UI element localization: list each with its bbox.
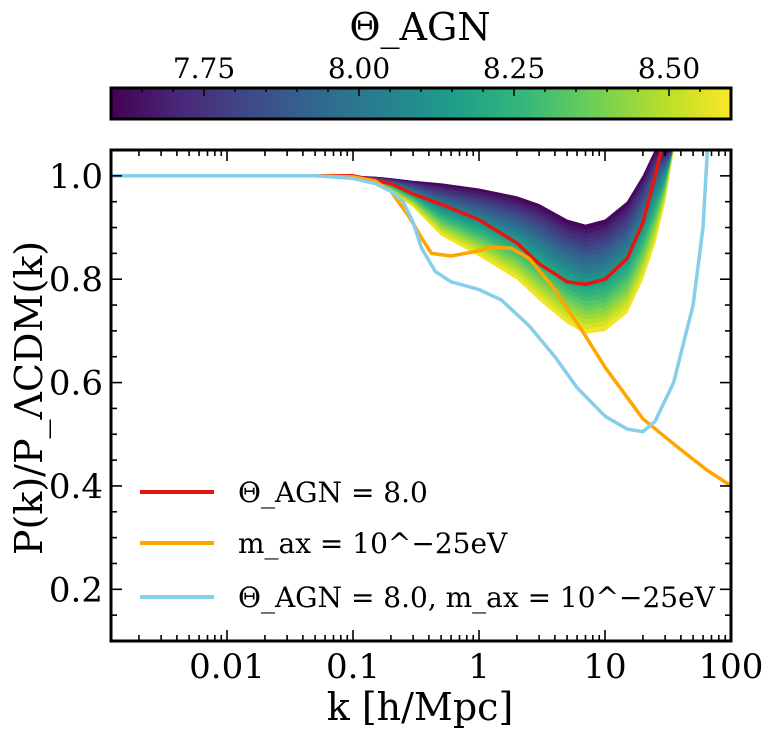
x-tick-label: 10 (583, 647, 626, 687)
colorbar-gradient (111, 88, 731, 119)
x-axis-label: k [h/Mpc] (327, 685, 514, 729)
x-tick-label: 100 (699, 647, 764, 687)
legend-label: Θ_AGN = 8.0 (238, 476, 428, 509)
plot-area: 0.01 0.1 1 10 100 0.20.40.60.81.0 k [h/Mpc] … (7, 148, 764, 729)
theta-agn-axion-line (111, 150, 710, 434)
colorbar-tick-label: 8.50 (638, 52, 700, 85)
legend-label: m_ax = 10^−25eV (238, 527, 508, 560)
colorbar: Θ_AGN 7.75 8.00 8.25 8.50 (109, 5, 733, 121)
x-tick-label: 0.01 (189, 647, 265, 687)
y-tick-label: 0.2 (49, 570, 103, 610)
colorbar-tick-label: 8.25 (483, 52, 545, 85)
y-tick-label: 0.8 (49, 260, 103, 300)
y-tick-label: 0.4 (49, 467, 103, 507)
y-tick-label: 0.6 (49, 364, 103, 404)
x-tick-label: 1 (468, 647, 490, 687)
legend: Θ_AGN = 8.0 m_ax = 10^−25eV Θ_AGN = 8.0, m… (140, 476, 716, 614)
theta-agn-band-strip (111, 150, 674, 334)
colorbar-tick-label: 8.00 (328, 52, 390, 85)
colorbar-frame (109, 86, 733, 121)
colorbar-tick-label: 7.75 (173, 52, 235, 85)
y-tick-label: 1.0 (49, 157, 103, 197)
legend-label: Θ_AGN = 8.0, m_ax = 10^−25eV (238, 581, 716, 614)
colorbar-title: Θ_AGN (349, 5, 490, 50)
x-tick-label: 0.1 (326, 647, 380, 687)
plot-frame (109, 148, 733, 643)
axion-mass-line (111, 174, 731, 488)
y-axis-label: P(k)/P_ΛCDM(k) (7, 241, 52, 555)
